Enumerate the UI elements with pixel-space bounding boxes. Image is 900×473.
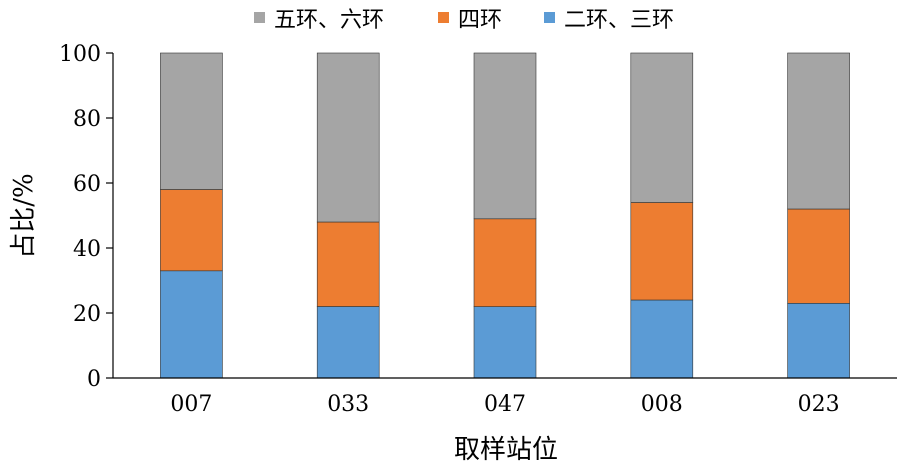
y-tick-label: 0 xyxy=(87,367,101,392)
y-axis-title: 占比/% xyxy=(9,173,39,258)
legend-label: 五环、六环 xyxy=(274,8,384,33)
y-tick-label: 80 xyxy=(73,107,101,132)
bar-segment-023-series-2 xyxy=(787,52,850,210)
legend: 五环、六环 四环 二环、三环 xyxy=(254,8,674,33)
bar-segment-047-series-2 xyxy=(473,52,537,220)
y-tick-label: 20 xyxy=(73,302,101,327)
bar-segment-023-series-1 xyxy=(787,208,850,304)
bar-segment-033-series-2 xyxy=(316,52,380,223)
bar-segment-007-series-1 xyxy=(160,189,223,272)
bar-segment-008-series-0 xyxy=(630,299,694,379)
legend-swatch xyxy=(438,12,449,23)
y-tick-label: 40 xyxy=(73,237,101,262)
bar-segment-008-series-2 xyxy=(630,52,694,203)
y-tick-label: 60 xyxy=(73,172,101,197)
legend-label: 二环、三环 xyxy=(564,8,674,33)
axes: 0 20 40 60 80 100 007 033 047 008 023 xyxy=(59,42,897,417)
x-tick-label: 033 xyxy=(327,392,369,417)
bar-segment-047-series-1 xyxy=(473,218,537,307)
y-tick-label: 100 xyxy=(59,42,101,67)
x-tick-label: 023 xyxy=(798,392,840,417)
bar-segment-008-series-1 xyxy=(630,202,694,301)
x-tick-label: 007 xyxy=(170,392,212,417)
x-axis-title: 取样站位 xyxy=(454,435,558,465)
legend-swatch xyxy=(544,12,555,23)
bars xyxy=(160,52,850,379)
bar-segment-033-series-0 xyxy=(316,306,380,379)
bar-segment-033-series-1 xyxy=(316,221,380,307)
bar-segment-007-series-2 xyxy=(160,52,223,190)
bar-segment-007-series-0 xyxy=(160,270,223,379)
x-tick-label: 047 xyxy=(484,392,526,417)
bar-segment-023-series-0 xyxy=(787,302,850,379)
bar-segment-047-series-0 xyxy=(473,306,537,379)
legend-swatch xyxy=(254,12,265,23)
legend-label: 四环 xyxy=(458,8,502,33)
x-tick-label: 008 xyxy=(641,392,683,417)
